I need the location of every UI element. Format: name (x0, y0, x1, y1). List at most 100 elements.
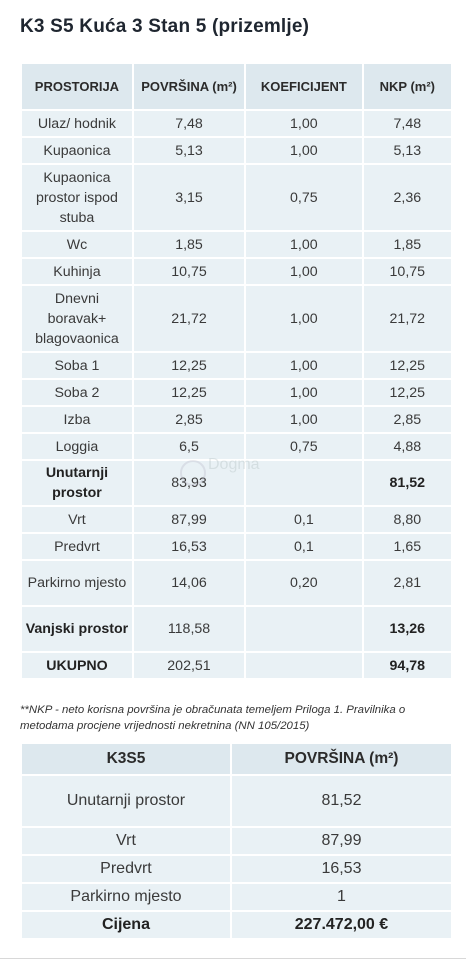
room-coefficient (244, 605, 364, 653)
room-nkp: 94,78 (361, 651, 454, 680)
room-name: Parkirno mjesto (20, 559, 134, 607)
room-nkp: 2,81 (361, 559, 454, 607)
room-name: Dnevni boravak+ blagovaonica (20, 284, 134, 353)
room-name: Predvrt (20, 532, 134, 561)
header-koeficijent: KOEFICIJENT (244, 62, 364, 111)
table-row: Kupaonica 5,13 1,00 5,13 (20, 136, 454, 165)
room-area: 2,85 (131, 405, 247, 434)
table-row: Loggia 6,5 0,75 4,88 (20, 432, 454, 461)
room-name: Vrt (20, 505, 134, 534)
room-nkp: 7,48 (361, 109, 454, 138)
room-area: 7,48 (131, 109, 247, 138)
room-area-table: PROSTORIJA POVRŠINA (m²) KOEFICIJENT NKP… (20, 62, 454, 680)
summary-row: Cijena 227.472,00 € (20, 910, 454, 940)
summary-label: Predvrt (20, 854, 232, 884)
divider (0, 958, 466, 959)
summary-label: Unutarnji prostor (20, 774, 232, 828)
summary-label: Parkirno mjesto (20, 882, 232, 912)
room-coefficient (244, 651, 364, 680)
room-nkp: 1,85 (361, 230, 454, 259)
summary-value: 81,52 (229, 774, 454, 828)
room-coefficient: 1,00 (244, 109, 364, 138)
room-nkp: 2,36 (361, 163, 454, 232)
table-row: Ulaz/ hodnik 7,48 1,00 7,48 (20, 109, 454, 138)
room-coefficient: 1,00 (244, 257, 364, 286)
room-coefficient: 0,20 (244, 559, 364, 607)
room-coefficient (244, 459, 364, 507)
room-coefficient: 1,00 (244, 351, 364, 380)
summary-row: Unutarnji prostor 81,52 (20, 774, 454, 828)
room-nkp: 1,65 (361, 532, 454, 561)
table-row: Soba 1 12,25 1,00 12,25 (20, 351, 454, 380)
table-row: Kupaonica prostor ispod stuba 3,15 0,75 2,3… (20, 163, 454, 232)
room-nkp: 4,88 (361, 432, 454, 461)
room-area: 12,25 (131, 351, 247, 380)
header-unit: K3S5 (20, 742, 232, 776)
summary-value: 227.472,00 € (229, 910, 454, 940)
room-name: Kupaonica (20, 136, 134, 165)
room-name: Soba 1 (20, 351, 134, 380)
room-name: Unutarnji prostor (20, 459, 134, 507)
header-nkp: NKP (m²) (361, 62, 454, 111)
room-area: 202,51 (131, 651, 247, 680)
room-area: 6,5 (131, 432, 247, 461)
room-nkp: 21,72 (361, 284, 454, 353)
room-nkp: 5,13 (361, 136, 454, 165)
table-row: Wc 1,85 1,00 1,85 (20, 230, 454, 259)
summary-header-row: K3S5 POVRŠINA (m²) (20, 742, 454, 776)
room-area: 16,53 (131, 532, 247, 561)
room-area: 5,13 (131, 136, 247, 165)
summary-value: 1 (229, 882, 454, 912)
table-row: Vrt 87,99 0,1 8,80 (20, 505, 454, 534)
table-row: Parkirno mjesto 14,06 0,20 2,81 (20, 559, 454, 607)
table-row: Izba 2,85 1,00 2,85 (20, 405, 454, 434)
room-name: Ulaz/ hodnik (20, 109, 134, 138)
room-name: Loggia (20, 432, 134, 461)
room-coefficient: 1,00 (244, 136, 364, 165)
room-nkp: 8,80 (361, 505, 454, 534)
table-row: Predvrt 16,53 0,1 1,65 (20, 532, 454, 561)
table-row: Unutarnji prostor 83,93 81,52 (20, 459, 454, 507)
header-area: POVRŠINA (m²) (229, 742, 454, 776)
room-nkp: 2,85 (361, 405, 454, 434)
header-povrsina: POVRŠINA (m²) (131, 62, 247, 111)
room-nkp: 81,52 (361, 459, 454, 507)
summary-value: 87,99 (229, 826, 454, 856)
summary-table: K3S5 POVRŠINA (m²) Unutarnji prostor 81,5… (20, 742, 454, 940)
room-coefficient: 1,00 (244, 284, 364, 353)
room-coefficient: 0,1 (244, 505, 364, 534)
summary-row: Parkirno mjesto 1 (20, 882, 454, 912)
table-row: Kuhinja 10,75 1,00 10,75 (20, 257, 454, 286)
room-name: Wc (20, 230, 134, 259)
room-area: 21,72 (131, 284, 247, 353)
room-coefficient: 1,00 (244, 405, 364, 434)
room-area: 10,75 (131, 257, 247, 286)
summary-label: Vrt (20, 826, 232, 856)
header-prostorija: PROSTORIJA (20, 62, 134, 111)
page-title: K3 S5 Kuća 3 Stan 5 (prizemlje) (20, 16, 310, 37)
room-nkp: 12,25 (361, 378, 454, 407)
summary-row: Vrt 87,99 (20, 826, 454, 856)
room-name: Kupaonica prostor ispod stuba (20, 163, 134, 232)
room-area: 87,99 (131, 505, 247, 534)
logo-icon (180, 460, 206, 486)
summary-label: Cijena (20, 910, 232, 940)
table-row: Dnevni boravak+ blagovaonica 21,72 1,00 21,… (20, 284, 454, 353)
watermark-text: Dogma (208, 456, 260, 473)
table-row: Vanjski prostor 118,58 13,26 (20, 605, 454, 653)
room-name: Vanjski prostor (20, 605, 134, 653)
room-nkp: 10,75 (361, 257, 454, 286)
watermark: Dogma (172, 456, 312, 486)
summary-value: 16,53 (229, 854, 454, 884)
table-row: UKUPNO 202,51 94,78 (20, 651, 454, 680)
room-name: Izba (20, 405, 134, 434)
room-name: UKUPNO (20, 651, 134, 680)
table-row: Soba 2 12,25 1,00 12,25 (20, 378, 454, 407)
room-coefficient: 1,00 (244, 230, 364, 259)
room-name: Kuhinja (20, 257, 134, 286)
room-coefficient: 0,75 (244, 163, 364, 232)
room-coefficient: 1,00 (244, 378, 364, 407)
room-area: 12,25 (131, 378, 247, 407)
room-coefficient: 0,1 (244, 532, 364, 561)
room-name: Soba 2 (20, 378, 134, 407)
